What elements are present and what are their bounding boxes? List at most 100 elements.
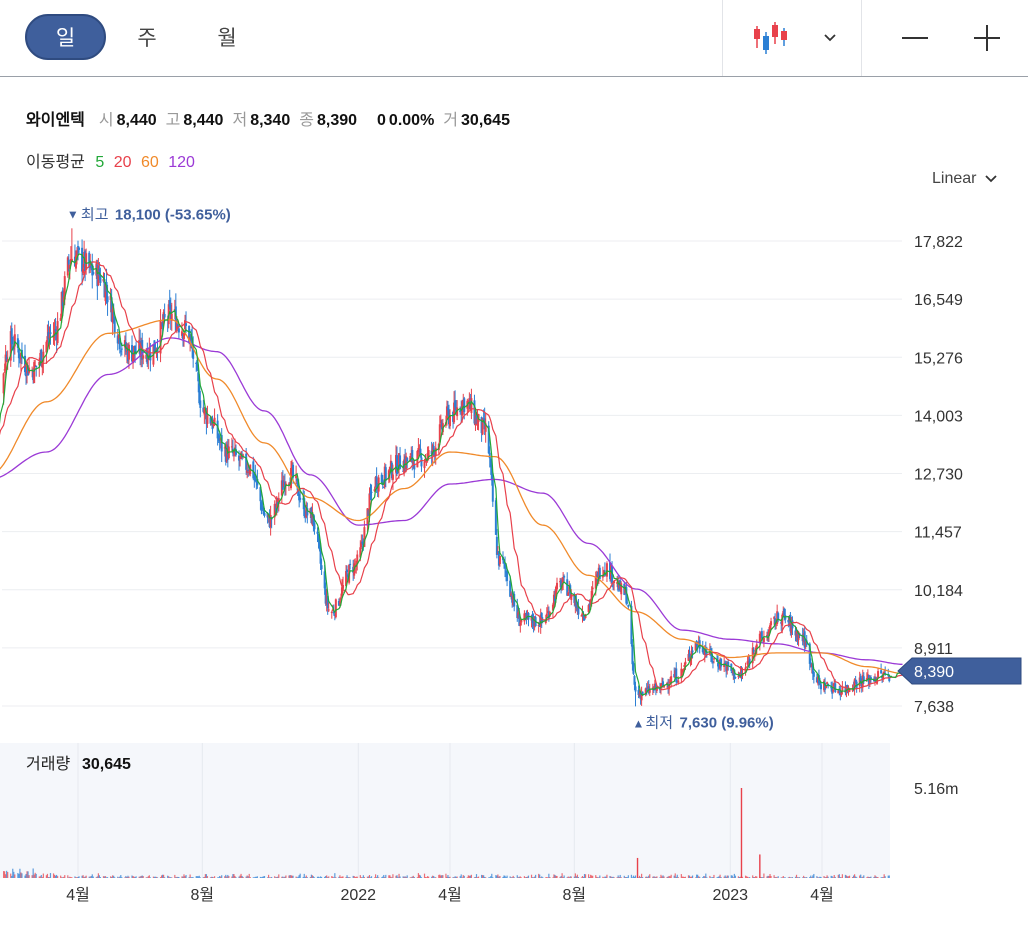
- volume-bar: [887, 875, 889, 878]
- volume-bar: [373, 877, 376, 878]
- candle-body: [92, 272, 95, 275]
- volume-bar: [368, 875, 371, 878]
- volume-bar: [712, 877, 714, 878]
- volume-bar: [319, 876, 322, 878]
- candle-body: [133, 346, 136, 356]
- candle-body: [794, 630, 797, 636]
- candle-body: [580, 615, 583, 617]
- volume-bar: [798, 877, 801, 878]
- volume-bar: [283, 877, 285, 878]
- volume-bar: [445, 873, 447, 878]
- candle-body: [62, 296, 65, 303]
- volume-bar: [342, 876, 344, 878]
- candle-body: [681, 670, 684, 672]
- candle-body: [32, 371, 35, 381]
- scale-mode-dropdown[interactable]: Linear: [932, 170, 998, 188]
- candlestick-chart-icon[interactable]: [748, 16, 792, 60]
- candle-body: [591, 587, 594, 590]
- volume-bar: [399, 876, 401, 878]
- volume-bar: [562, 877, 564, 878]
- candle-body: [263, 513, 266, 516]
- volume-bar: [338, 876, 340, 878]
- volume-bar: [599, 875, 601, 878]
- volume-bar: [780, 877, 782, 878]
- volume-bar: [138, 876, 140, 878]
- volume-bar: [202, 877, 204, 878]
- volume-bar: [69, 876, 71, 878]
- candle-body: [319, 550, 322, 564]
- candle-body: [491, 478, 494, 502]
- open-label: 시: [98, 112, 114, 129]
- volume-bar: [269, 877, 271, 878]
- volume-bar: [605, 876, 607, 878]
- volume-bar: [649, 874, 651, 878]
- volume-bar: [35, 873, 37, 878]
- volume-bar: [739, 876, 742, 878]
- volume-bar: [189, 874, 191, 878]
- volume-bar: [831, 876, 833, 878]
- volume-bar: [438, 874, 440, 878]
- candle-body: [159, 320, 162, 354]
- volume-bar: [427, 876, 430, 878]
- period-month-tab[interactable]: 월: [217, 27, 237, 50]
- volume-bar: [761, 877, 763, 878]
- volume-bar: [131, 875, 133, 878]
- volume-bar: [70, 877, 72, 878]
- volume-bar: [495, 875, 497, 878]
- volume-bar: [354, 877, 356, 878]
- toolbar-divider: [861, 0, 862, 76]
- current-price-value: 8,390: [914, 664, 954, 681]
- candle-body: [126, 348, 129, 362]
- volume-bar: [376, 877, 378, 878]
- zoom-in-plus-icon[interactable]: [965, 16, 1009, 60]
- candle-body: [361, 541, 364, 544]
- volume-bar: [145, 877, 147, 878]
- candle-body: [120, 348, 123, 350]
- volume-bar: [152, 876, 155, 878]
- candle-body: [682, 669, 685, 673]
- volume-bar: [770, 876, 772, 878]
- volume-bar: [384, 877, 386, 878]
- volume-bar: [583, 873, 586, 878]
- volume-bar: [359, 875, 361, 878]
- zoom-out-minus-icon[interactable]: [893, 16, 937, 60]
- period-week-tab[interactable]: 주: [137, 27, 157, 50]
- volume-bar: [476, 877, 479, 878]
- candle-body: [192, 345, 195, 359]
- volume-bar: [440, 875, 442, 878]
- candle-body: [340, 587, 343, 597]
- volume-bar: [625, 877, 627, 878]
- volume-bar: [732, 877, 734, 878]
- candle-body: [546, 611, 549, 614]
- volume-bar: [553, 874, 555, 878]
- volume-bar: [391, 877, 393, 878]
- candle-body: [731, 671, 734, 673]
- volume-bar: [590, 874, 592, 878]
- volume-bar: [233, 874, 235, 878]
- volume-bar: [568, 877, 570, 878]
- candle-body: [484, 423, 487, 432]
- volume-bar: [435, 877, 437, 878]
- candle-body: [510, 593, 513, 596]
- volume-bar: [754, 876, 756, 878]
- volume-bar: [231, 876, 233, 878]
- candle-body: [456, 407, 459, 417]
- volume-bar: [61, 877, 63, 878]
- volume-bar: [155, 876, 158, 878]
- candle-body: [673, 674, 676, 678]
- volume-bar: [197, 876, 199, 878]
- candle-body: [688, 653, 691, 659]
- candle-body: [439, 419, 442, 424]
- volume-bar: [259, 876, 262, 878]
- candle-body: [658, 689, 661, 691]
- volume-bar: [575, 876, 577, 878]
- volume-bar: [402, 876, 404, 878]
- chart-type-dropdown-chevron-icon[interactable]: [808, 16, 852, 60]
- candle-body: [396, 455, 399, 475]
- volume-bar: [618, 876, 620, 878]
- volume-bar: [784, 877, 786, 878]
- volume-bar: [719, 874, 721, 878]
- period-day-tab[interactable]: 일: [25, 14, 106, 60]
- volume-bar: [205, 874, 208, 878]
